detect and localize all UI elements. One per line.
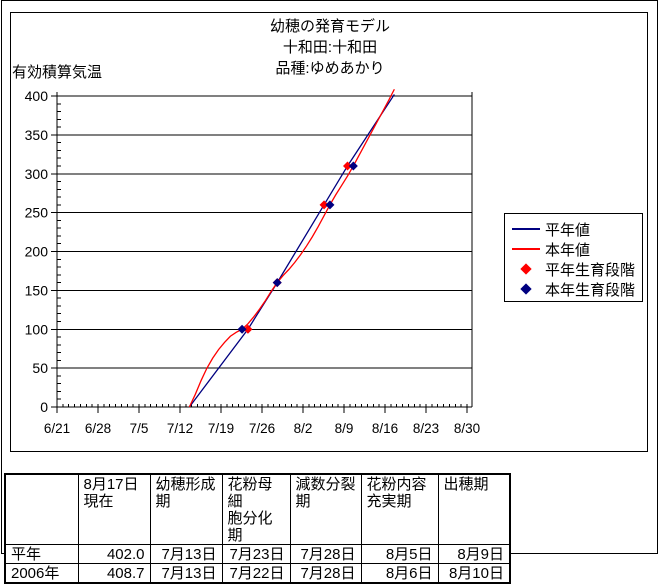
legend-item: 本年生育段階	[505, 279, 642, 299]
chart-title-line-2: 十和田:十和田	[282, 39, 378, 56]
stage-date-cell: 8月9日	[437, 544, 511, 564]
table-header-cell: 減数分裂 期	[289, 473, 362, 545]
chart-title-line-1: 幼穂の発育モデル	[269, 18, 390, 35]
legend-label: 平年値	[545, 221, 591, 239]
stages-table: 8月17日 現在 幼穂形成 期花粉母細 胞分化期 減数分裂 期花粉内容 充実期 出穂期…	[4, 473, 511, 584]
legend-line-swatch-icon	[512, 248, 540, 250]
table-header-cell: 出穂期	[437, 473, 511, 545]
table-header-cell: 花粉母細 胞分化期	[221, 473, 291, 545]
accumulated-temp-cell: 408.7	[77, 563, 151, 584]
stage-date-cell: 7月28日	[289, 544, 362, 564]
table-row: 2006年 408.7 7月13日 7月22日 7月28日 8月6日 8月10日	[4, 563, 511, 584]
stage-date-cell: 7月23日	[221, 544, 291, 564]
legend-item: 本年値	[505, 239, 642, 259]
stage-date-cell: 8月10日	[437, 563, 511, 584]
legend: 平年値本年値平年生育段階 本年生育段階	[504, 213, 643, 302]
chart-title: 幼穂の発育モデル 十和田:十和田 品種:ゆめあかり	[110, 16, 550, 79]
legend-diamond-icon	[512, 263, 540, 275]
legend-label: 本年生育段階	[545, 281, 636, 299]
table-header-row: 8月17日 現在 幼穂形成 期花粉母細 胞分化期 減数分裂 期花粉内容 充実期 出穂期	[4, 473, 511, 545]
row-label-cell: 2006年	[4, 563, 79, 584]
legend-line-swatch-icon	[512, 228, 540, 230]
chart-title-line-3: 品種:ゆめあかり	[275, 60, 385, 77]
table-header-cell: 8月17日 現在	[77, 473, 151, 545]
row-label-cell: 平年	[4, 544, 79, 564]
y-axis-title: 有効積算気温	[12, 64, 103, 81]
legend-label: 本年値	[545, 241, 591, 259]
legend-item: 平年生育段階	[505, 259, 642, 279]
legend-diamond-icon	[512, 283, 540, 295]
legend-item: 平年値	[505, 219, 642, 239]
stage-date-cell: 7月13日	[149, 563, 223, 584]
stage-date-cell: 7月13日	[149, 544, 223, 564]
stage-date-cell: 7月22日	[221, 563, 291, 584]
table-row: 平年 402.0 7月13日 7月23日 7月28日 8月5日 8月9日	[4, 544, 511, 564]
legend-label: 平年生育段階	[545, 261, 636, 279]
table-header-cell: 幼穂形成 期	[149, 473, 223, 545]
table-header-cell	[4, 473, 79, 545]
stage-date-cell: 7月28日	[289, 563, 362, 584]
accumulated-temp-cell: 402.0	[77, 544, 151, 564]
stage-date-cell: 8月6日	[360, 563, 439, 584]
stage-date-cell: 8月5日	[360, 544, 439, 564]
table-header-cell: 花粉内容 充実期	[360, 473, 439, 545]
